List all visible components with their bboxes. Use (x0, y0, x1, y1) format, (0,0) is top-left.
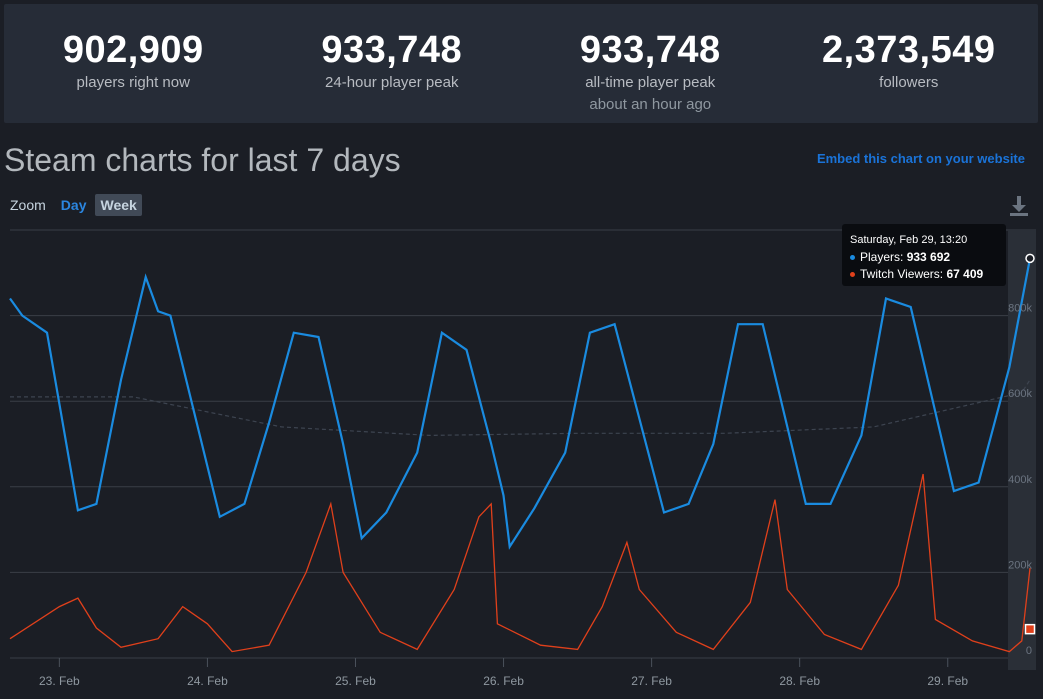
series-line-players (9, 258, 1032, 550)
download-icon[interactable] (1008, 194, 1030, 218)
zoom-controls: Zoom Day Week (10, 194, 146, 216)
twitch-legend-dot (850, 272, 855, 278)
tooltip-players-row: Players: 933 692 (850, 249, 998, 266)
x-tick-label: 29. Feb (927, 674, 968, 688)
x-tick-label: 24. Feb (187, 674, 228, 688)
zoom-week-button[interactable]: Week (95, 194, 142, 216)
stat-label: players right now (76, 74, 190, 91)
steam-chart: 23. Feb 24. Feb 25. Feb 26. Feb 27. Feb 28. F… (9, 229, 1036, 688)
stat-24h-peak: 933,748 24-hour player peak (263, 4, 522, 123)
tooltip-twitch-label: Twitch Viewers: (860, 267, 944, 281)
stat-value: 2,373,549 (821, 29, 996, 71)
tooltip-twitch-row: Twitch Viewers: 67 409 (850, 266, 998, 283)
embed-chart-link[interactable]: Embed this chart on your website (816, 151, 1025, 166)
y-tick-label: 400k (1008, 474, 1032, 486)
tooltip-players-value: 933 692 (906, 250, 951, 264)
x-tick-label: 26. Feb (483, 674, 524, 688)
zoom-day-button[interactable]: Day (60, 197, 87, 213)
stat-followers: 2,373,549 followers (780, 4, 1039, 123)
x-tick-label: 25. Feb (335, 674, 376, 688)
tooltip-date: Saturday, Feb 29, 13:20 (850, 234, 968, 246)
players-hover-marker (1025, 253, 1035, 264)
stat-all-time-peak: 933,748 all-time player peak about an ho… (521, 4, 780, 123)
section-title: Steam charts for last 7 days (4, 142, 401, 178)
stat-value: 902,909 (62, 29, 204, 71)
x-tick-label: 27. Feb (631, 674, 672, 688)
x-tick-label: 23. Feb (39, 674, 80, 688)
stat-label: 24-hour player peak (325, 74, 459, 91)
series-line-twitch-viewers (9, 473, 1031, 653)
y-tick-label: 200k (1008, 559, 1032, 571)
zoom-label: Zoom (10, 197, 46, 213)
tooltip-twitch-value: 67 409 (946, 267, 984, 281)
y-tick-label: 800k (1008, 303, 1032, 315)
stat-value: 933,748 (321, 29, 463, 71)
tooltip-players-label: Players: (860, 250, 904, 264)
x-tick-label: 28. Feb (779, 674, 820, 688)
stat-players-now: 902,909 players right now (4, 4, 263, 123)
chart-tooltip: Saturday, Feb 29, 13:20 Players: 933 692… (842, 224, 1006, 286)
twitch-hover-marker (1024, 623, 1036, 635)
y-tick-label: 600k (1008, 388, 1032, 400)
stats-panel: 902,909 players right now 933,748 24-hou… (4, 4, 1038, 123)
stat-value: 933,748 (579, 29, 721, 71)
stat-label: all-time player peak (585, 74, 716, 91)
y-tick-label: 0 (1026, 645, 1032, 657)
average-players-line (10, 379, 1031, 437)
stat-label: followers (879, 74, 939, 91)
stat-sublabel: about an hour ago (589, 96, 712, 113)
players-legend-dot (850, 255, 855, 261)
